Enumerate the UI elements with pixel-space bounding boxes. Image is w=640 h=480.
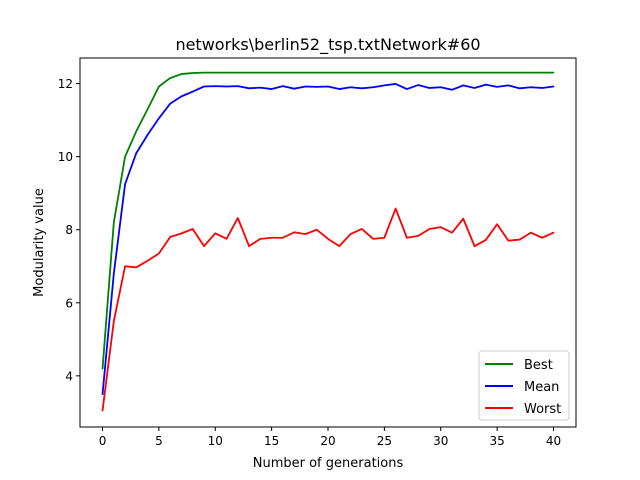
y-tick-label: 4 xyxy=(65,369,73,383)
legend-label-worst: Worst xyxy=(524,402,561,417)
y-tick-label: 10 xyxy=(58,150,73,164)
series-line-worst xyxy=(101,207,555,412)
legend-label-mean: Mean xyxy=(524,380,559,395)
x-tick-label: 40 xyxy=(546,434,561,448)
y-tick-label: 8 xyxy=(65,223,73,237)
y-tick-label: 6 xyxy=(65,296,73,310)
legend: Best Mean Worst xyxy=(478,350,570,421)
axes-frame xyxy=(79,57,577,428)
legend-box xyxy=(478,350,570,421)
y-tick-label: 12 xyxy=(58,77,73,91)
plot-area: 0 5 10 15 20 25 30 35 40 4 6 8 10 12 xyxy=(58,57,577,448)
y-axis-ticks: 4 6 8 10 12 xyxy=(58,77,80,383)
chart-title: networks\berlin52_tsp.txtNetwork#60 xyxy=(175,35,480,55)
x-tick-label: 10 xyxy=(208,434,223,448)
y-axis-label: Modularity value xyxy=(32,188,47,297)
x-tick-label: 0 xyxy=(99,434,107,448)
legend-label-best: Best xyxy=(524,358,553,373)
x-tick-label: 30 xyxy=(433,434,448,448)
x-tick-label: 25 xyxy=(377,434,392,448)
series-line-best xyxy=(101,71,555,370)
x-axis-ticks: 0 5 10 15 20 25 30 35 40 xyxy=(99,427,561,448)
x-tick-label: 35 xyxy=(489,434,504,448)
series-lines xyxy=(101,71,555,412)
x-tick-label: 15 xyxy=(264,434,279,448)
x-axis-label: Number of generations xyxy=(253,456,404,471)
series-line-mean xyxy=(101,83,555,396)
x-tick-label: 5 xyxy=(155,434,163,448)
x-tick-label: 20 xyxy=(320,434,335,448)
